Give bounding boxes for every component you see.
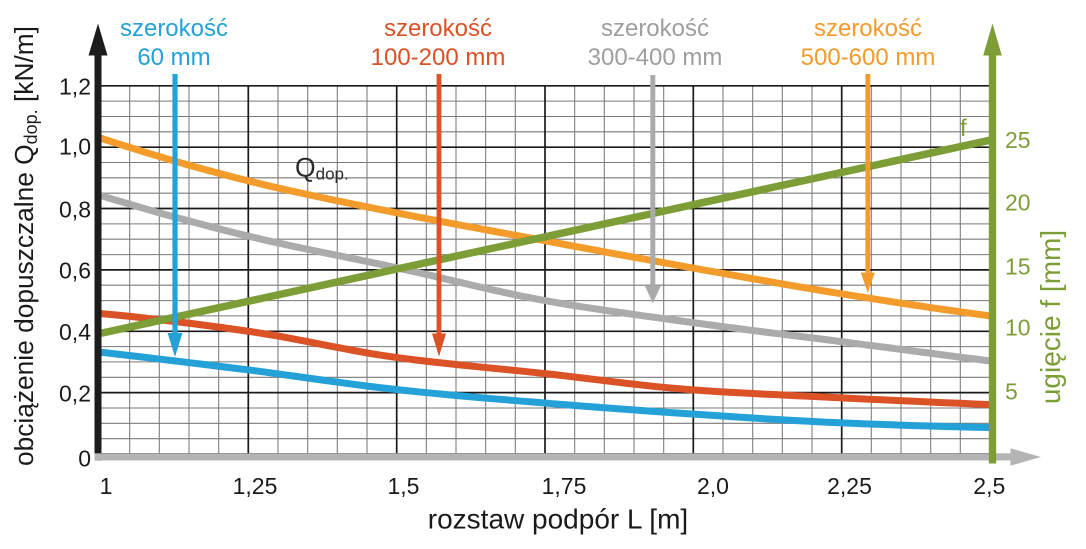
svg-text:szerokość: szerokość [601, 15, 709, 42]
svg-text:25: 25 [1005, 127, 1031, 153]
svg-text:5: 5 [1005, 378, 1018, 404]
svg-text:1,75: 1,75 [542, 473, 587, 499]
svg-text:20: 20 [1005, 190, 1031, 216]
svg-text:2,25: 2,25 [827, 473, 872, 499]
svg-text:0,8: 0,8 [59, 196, 91, 222]
svg-text:obciążenie dopuszczalne Qdop.: obciążenie dopuszczalne Qdop. [kN/m] [9, 26, 41, 466]
svg-text:1,5: 1,5 [388, 473, 420, 499]
svg-text:szerokość: szerokość [814, 15, 922, 42]
svg-text:szerokość: szerokość [120, 15, 228, 42]
svg-text:0,4: 0,4 [59, 319, 91, 345]
svg-text:ugięcie f [mm]: ugięcie f [mm] [1035, 230, 1066, 404]
svg-text:2,0: 2,0 [697, 473, 729, 499]
svg-text:100-200 mm: 100-200 mm [371, 44, 506, 71]
svg-text:1,2: 1,2 [59, 74, 91, 100]
svg-text:500-600 mm: 500-600 mm [801, 44, 936, 71]
svg-text:f: f [960, 115, 967, 142]
svg-text:15: 15 [1005, 253, 1031, 279]
svg-text:0,6: 0,6 [59, 258, 91, 284]
svg-text:szerokość: szerokość [384, 15, 492, 42]
svg-text:0: 0 [78, 446, 91, 472]
svg-text:1,25: 1,25 [233, 473, 278, 499]
svg-text:10: 10 [1005, 315, 1031, 341]
svg-text:rozstaw podpór L [m]: rozstaw podpór L [m] [428, 504, 688, 535]
svg-text:1: 1 [100, 473, 113, 499]
svg-text:0,2: 0,2 [59, 380, 91, 406]
svg-text:60 mm: 60 mm [137, 44, 210, 71]
svg-text:300-400 mm: 300-400 mm [588, 44, 723, 71]
svg-text:2,5: 2,5 [973, 473, 1005, 499]
svg-text:1,0: 1,0 [59, 134, 91, 160]
